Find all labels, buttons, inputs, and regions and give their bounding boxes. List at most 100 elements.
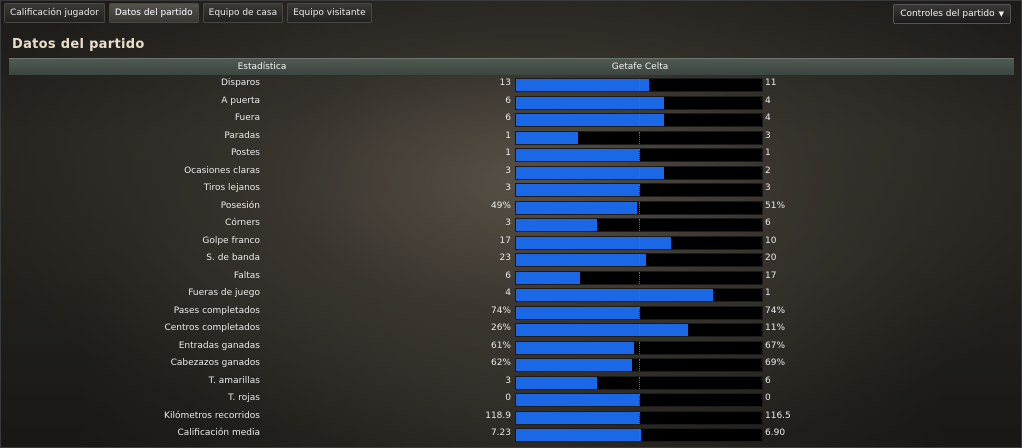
comparison-bar	[515, 148, 763, 162]
comparison-bar	[515, 78, 763, 92]
home-value: 61%	[490, 340, 511, 351]
midline	[639, 114, 640, 126]
away-value: 11%	[765, 323, 786, 333]
stat-label: Tiros lejanos	[203, 183, 260, 193]
comparison-bar	[515, 200, 763, 215]
home-share-fill	[516, 96, 664, 109]
match-controls-dropdown[interactable]: Controles del partido ▼	[893, 4, 1011, 24]
midline	[639, 201, 640, 214]
away-value: 6.90	[765, 428, 786, 438]
midline	[639, 411, 640, 424]
table-row: Entradas ganadas 61% 67%	[9, 338, 1014, 356]
comparison-bar	[515, 235, 763, 250]
home-value: 4	[505, 288, 511, 298]
midline	[639, 131, 640, 144]
stat-label: Cabezazos ganados	[170, 358, 260, 368]
comparison-bar	[515, 428, 763, 442]
table-row: T. amarillas 3 6	[9, 373, 1014, 391]
chevron-down-icon: ▼	[998, 10, 1004, 18]
away-value: 3	[765, 183, 771, 193]
home-value: 3	[505, 165, 511, 176]
page-title: Datos del partido	[12, 37, 145, 52]
away-value: 11	[765, 78, 777, 88]
tab-home-team[interactable]: Equipo de casa	[202, 3, 284, 23]
midline	[639, 306, 640, 319]
midline	[639, 271, 640, 284]
comparison-bar	[515, 288, 763, 302]
table-row: Posesión 49% 51%	[9, 198, 1014, 216]
midline	[639, 359, 640, 371]
table-row: Golpe franco 17 10	[9, 233, 1014, 251]
away-value: 2	[765, 165, 771, 176]
home-value: 49%	[490, 200, 511, 211]
table-row: Fueras de juego 4 1	[9, 285, 1014, 303]
stat-label: A puerta	[221, 95, 260, 106]
stat-label: T. amarillas	[208, 375, 260, 386]
stat-label: Calificación media	[177, 428, 261, 438]
comparison-bar	[515, 218, 763, 232]
home-value: 6	[505, 95, 511, 106]
away-value: 4	[765, 95, 771, 106]
home-share-fill	[516, 114, 664, 126]
comparison-bar	[515, 358, 763, 372]
tab-match-stats[interactable]: Datos del partido	[108, 3, 199, 23]
table-row: Fuera 6 4	[9, 110, 1014, 128]
stat-label: Paradas	[224, 130, 260, 141]
midline	[639, 79, 640, 91]
midline	[639, 254, 640, 266]
stat-label: Disparos	[220, 78, 260, 88]
stat-column-header: Estadística	[237, 62, 287, 72]
table-row: Tiros lejanos 3 3	[9, 180, 1014, 198]
table-row: Ocasiones claras 3 2	[9, 163, 1014, 181]
home-share-fill	[516, 429, 642, 441]
table-row: A puerta 6 4	[9, 93, 1014, 111]
tab-player-ratings[interactable]: Calificación jugador	[4, 3, 105, 23]
home-share-fill	[516, 149, 639, 161]
home-value: 7.23	[490, 428, 511, 438]
home-value: 1	[505, 130, 511, 141]
table-row: Calificación media 7.23 6.90	[9, 425, 1014, 443]
away-value: 17	[765, 270, 777, 281]
away-value: 74%	[765, 305, 786, 316]
home-share-fill	[516, 131, 578, 144]
table-row: Córners 3 6	[9, 215, 1014, 233]
match-column-header: Getafe Celta	[611, 62, 669, 72]
comparison-bar	[515, 410, 763, 425]
comparison-bar	[515, 375, 763, 390]
midline	[639, 429, 640, 441]
stat-label: Kilómetros recorridos	[164, 410, 260, 421]
table-row: Centros completados 26% 11%	[9, 320, 1014, 338]
home-value: 3	[505, 375, 511, 386]
home-share-fill	[516, 79, 649, 91]
home-value: 6	[505, 113, 511, 123]
stat-label: Pases completados	[173, 305, 260, 316]
home-share-fill	[516, 254, 647, 266]
comparison-bar	[515, 253, 763, 267]
home-share-fill	[516, 376, 598, 389]
midline	[639, 376, 640, 389]
table-row: Faltas 6 17	[9, 268, 1014, 286]
midline	[639, 341, 640, 354]
midline	[639, 219, 640, 231]
comparison-bar	[515, 113, 763, 127]
table-row: Kilómetros recorridos 118.9 116.5	[9, 408, 1014, 426]
tab-away-team[interactable]: Equipo visitante	[287, 3, 372, 23]
away-value: 4	[765, 113, 771, 123]
away-value: 1	[765, 148, 771, 158]
home-value: 3	[505, 218, 511, 228]
midline	[639, 324, 640, 336]
away-value: 51%	[765, 200, 786, 211]
home-share-fill	[516, 236, 671, 249]
home-value: 6	[505, 270, 511, 281]
stat-label: Postes	[230, 148, 260, 158]
away-value: 69%	[765, 358, 786, 368]
home-share-fill	[516, 411, 639, 424]
comparison-bar	[515, 130, 763, 145]
home-share-fill	[516, 219, 598, 231]
stat-label: Fuera	[234, 113, 260, 123]
table-row: Disparos 13 11	[9, 75, 1014, 93]
stat-label: T. rojas	[228, 393, 260, 403]
stat-label: Posesión	[220, 200, 260, 211]
match-controls-label: Controles del partido	[900, 9, 995, 19]
home-value: 0	[505, 393, 511, 403]
